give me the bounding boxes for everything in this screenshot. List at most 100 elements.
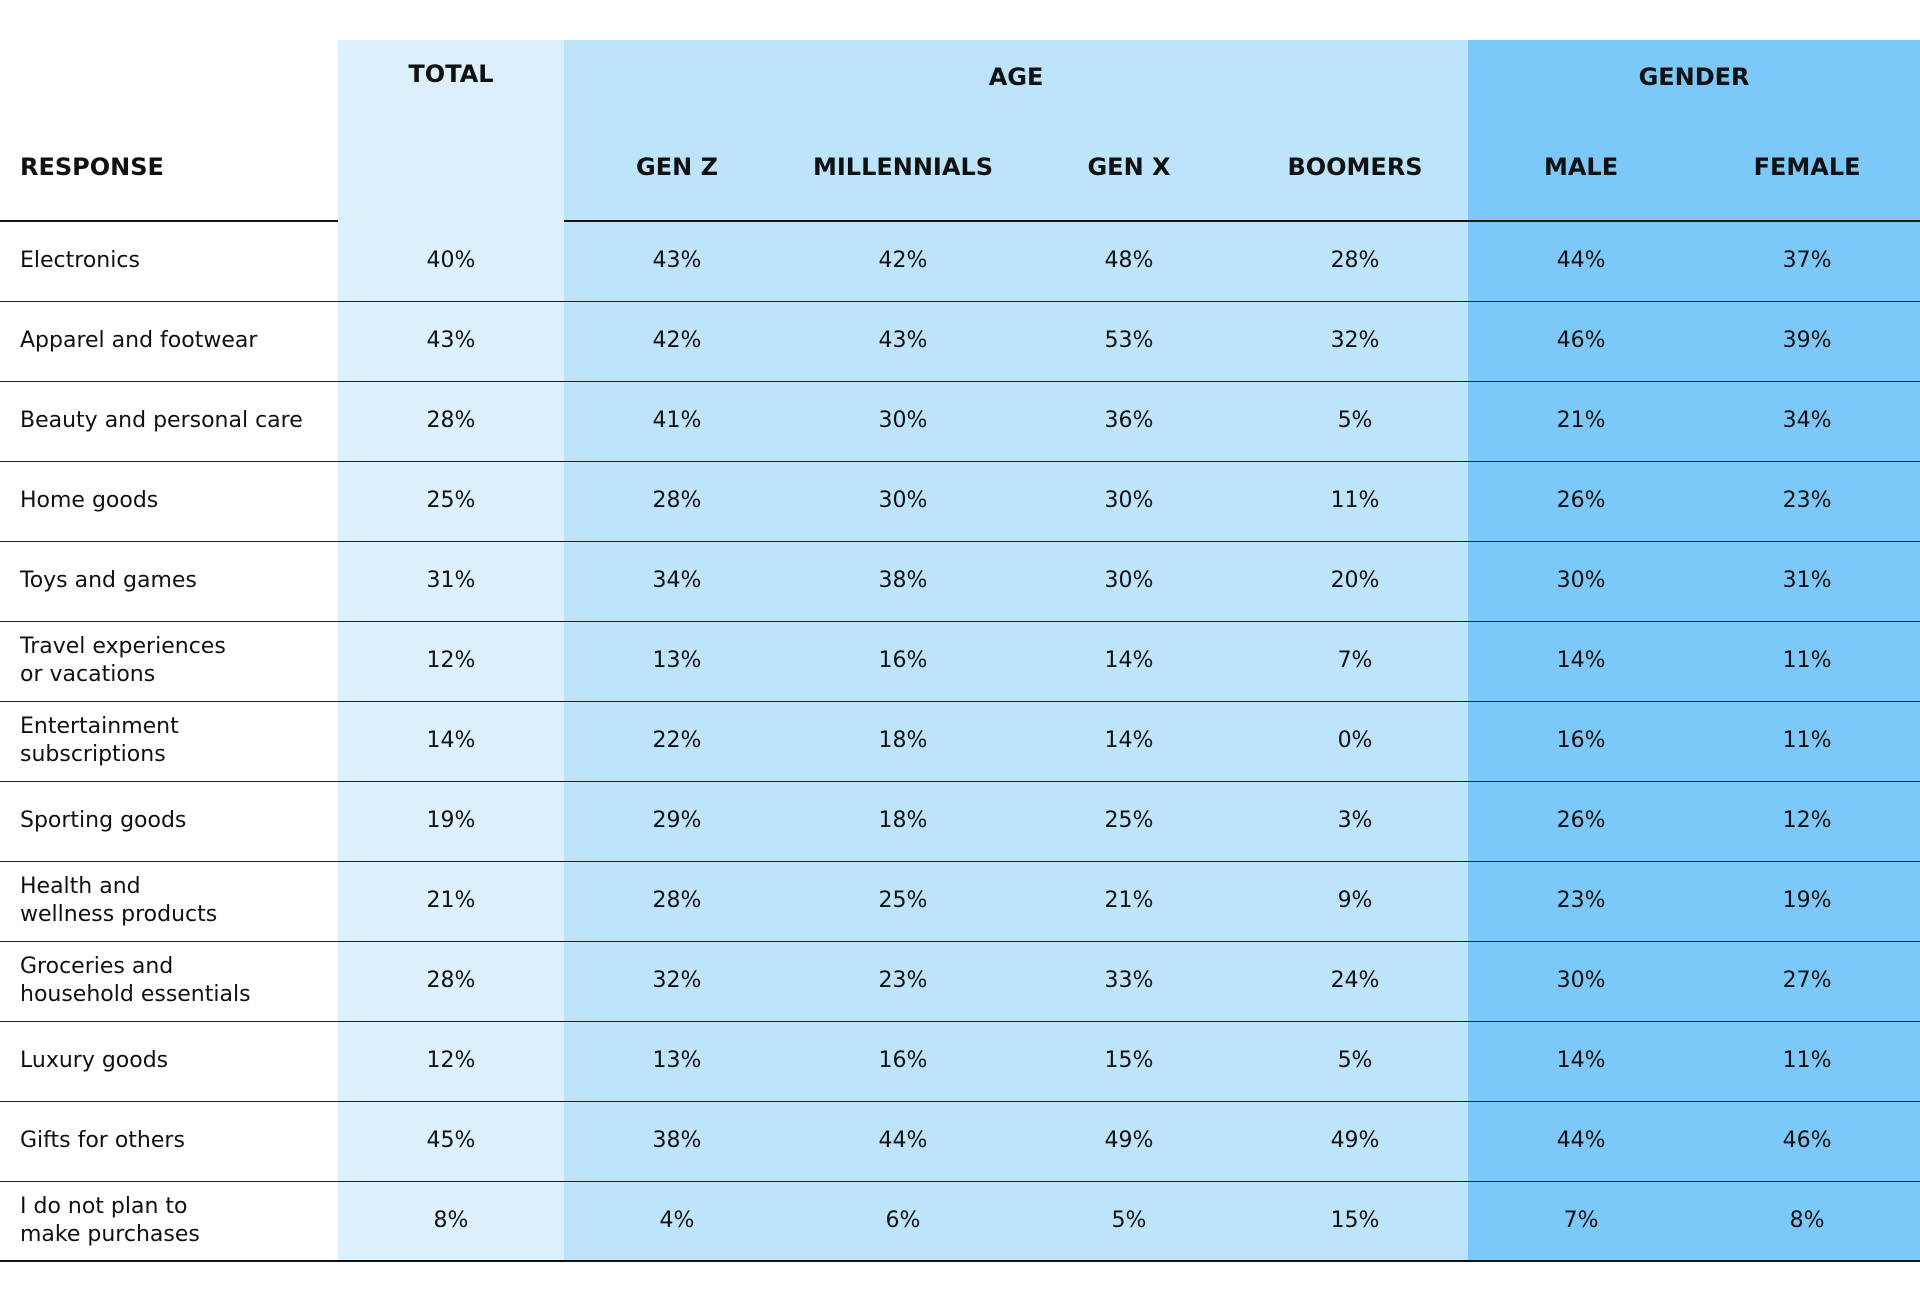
cell-value: 11% [1694, 621, 1920, 702]
table-row: Health and wellness products 21% 28% 25% 21%… [0, 861, 1920, 942]
cell-value: 36% [1016, 381, 1242, 462]
cell-value: 23% [1694, 461, 1920, 542]
column-header: BOOMERS [1242, 114, 1469, 222]
cell-value: 38% [564, 1101, 790, 1182]
cell-value: 53% [1016, 301, 1242, 382]
cell-value: 14% [338, 701, 564, 782]
cell-value: 12% [338, 621, 564, 702]
cell-value: 23% [790, 941, 1016, 1022]
cell-value: 11% [1694, 1021, 1920, 1102]
blank-header [0, 40, 338, 114]
cell-value: 16% [790, 1021, 1016, 1102]
cell-value: 14% [1468, 621, 1695, 702]
row-label: Sporting goods [0, 781, 338, 862]
cell-value: 43% [338, 301, 564, 382]
cell-value: 13% [564, 1021, 790, 1102]
cell-value: 41% [564, 381, 790, 462]
cell-value: 5% [1242, 381, 1469, 462]
table-body: Electronics 40% 43% 42% 48% 28% 44% 37% Apparel … [0, 221, 1920, 1262]
cell-value: 13% [564, 621, 790, 702]
group-header: TOTAL [338, 40, 564, 221]
table-row: Toys and games 31% 34% 38% 30% 20% 30% 31% [0, 541, 1920, 622]
cell-value: 9% [1242, 861, 1469, 942]
cell-value: 28% [1242, 221, 1469, 302]
cell-value: 32% [564, 941, 790, 1022]
row-label: I do not plan to make purchases [0, 1181, 338, 1262]
cell-value: 18% [790, 701, 1016, 782]
cell-value: 19% [1694, 861, 1920, 942]
column-header: GEN Z [564, 114, 790, 222]
cell-value: 28% [338, 941, 564, 1022]
cell-value: 43% [564, 221, 790, 302]
cell-value: 34% [1694, 381, 1920, 462]
cell-value: 16% [790, 621, 1016, 702]
table-row: Luxury goods 12% 13% 16% 15% 5% 14% 11% [0, 1021, 1920, 1102]
cell-value: 7% [1242, 621, 1469, 702]
column-header: RESPONSE [0, 114, 338, 222]
table-row: Electronics 40% 43% 42% 48% 28% 44% 37% [0, 221, 1920, 302]
cell-value: 3% [1242, 781, 1469, 862]
cell-value: 20% [1242, 541, 1469, 622]
table-row: I do not plan to make purchases 8% 4% 6% 5% 1… [0, 1181, 1920, 1262]
row-label: Home goods [0, 461, 338, 542]
cell-value: 19% [338, 781, 564, 862]
table-wrap: TOTAL AGE GENDER RESPONSE GEN Z MILLENNI… [0, 40, 1920, 1262]
table-row: Entertainment subscriptions 14% 22% 18% 14% 0… [0, 701, 1920, 782]
cell-value: 26% [1468, 781, 1695, 862]
table-row: Sporting goods 19% 29% 18% 25% 3% 26% 12% [0, 781, 1920, 862]
cell-value: 15% [1242, 1181, 1469, 1262]
cell-value: 12% [338, 1021, 564, 1102]
cell-value: 30% [1016, 541, 1242, 622]
cell-value: 24% [1242, 941, 1469, 1022]
cell-value: 6% [790, 1181, 1016, 1262]
cell-value: 48% [1016, 221, 1242, 302]
table-row: Groceries and household essentials 28% 32%… [0, 941, 1920, 1022]
cell-value: 46% [1468, 301, 1695, 382]
cell-value: 4% [564, 1181, 790, 1262]
cell-value: 27% [1694, 941, 1920, 1022]
cell-value: 45% [338, 1101, 564, 1182]
row-label: Toys and games [0, 541, 338, 622]
cell-value: 21% [338, 861, 564, 942]
cell-value: 42% [564, 301, 790, 382]
cell-value: 39% [1694, 301, 1920, 382]
cell-value: 25% [1016, 781, 1242, 862]
row-label: Gifts for others [0, 1101, 338, 1182]
cell-value: 7% [1468, 1181, 1695, 1262]
cell-value: 28% [564, 861, 790, 942]
cell-value: 25% [338, 461, 564, 542]
group-header: GENDER [1468, 40, 1920, 114]
cell-value: 44% [790, 1101, 1016, 1182]
column-header: GEN X [1016, 114, 1242, 222]
row-label: Apparel and footwear [0, 301, 338, 382]
cell-value: 37% [1694, 221, 1920, 302]
cell-value: 44% [1468, 1101, 1695, 1182]
row-label: Travel experiences or vacations [0, 621, 338, 702]
row-label: Beauty and personal care [0, 381, 338, 462]
row-label: Entertainment subscriptions [0, 701, 338, 782]
cell-value: 5% [1242, 1021, 1469, 1102]
cell-value: 31% [1694, 541, 1920, 622]
cell-value: 16% [1468, 701, 1695, 782]
cell-value: 21% [1016, 861, 1242, 942]
cell-value: 11% [1242, 461, 1469, 542]
row-label: Luxury goods [0, 1021, 338, 1102]
cell-value: 40% [338, 221, 564, 302]
cell-value: 49% [1016, 1101, 1242, 1182]
cell-value: 14% [1468, 1021, 1695, 1102]
cell-value: 8% [1694, 1181, 1920, 1262]
cell-value: 23% [1468, 861, 1695, 942]
cell-value: 28% [338, 381, 564, 462]
cell-value: 32% [1242, 301, 1469, 382]
table-row: Travel experiences or vacations 12% 13% 16%… [0, 621, 1920, 702]
cell-value: 14% [1016, 701, 1242, 782]
cell-value: 30% [790, 461, 1016, 542]
column-header: FEMALE [1694, 114, 1920, 222]
cell-value: 44% [1468, 221, 1695, 302]
table-row: Apparel and footwear 43% 42% 43% 53% 32% 46% 39… [0, 301, 1920, 382]
cell-value: 30% [1468, 541, 1695, 622]
cell-value: 25% [790, 861, 1016, 942]
cell-value: 31% [338, 541, 564, 622]
cell-value: 26% [1468, 461, 1695, 542]
table-row: Gifts for others 45% 38% 44% 49% 49% 44% 46% [0, 1101, 1920, 1182]
